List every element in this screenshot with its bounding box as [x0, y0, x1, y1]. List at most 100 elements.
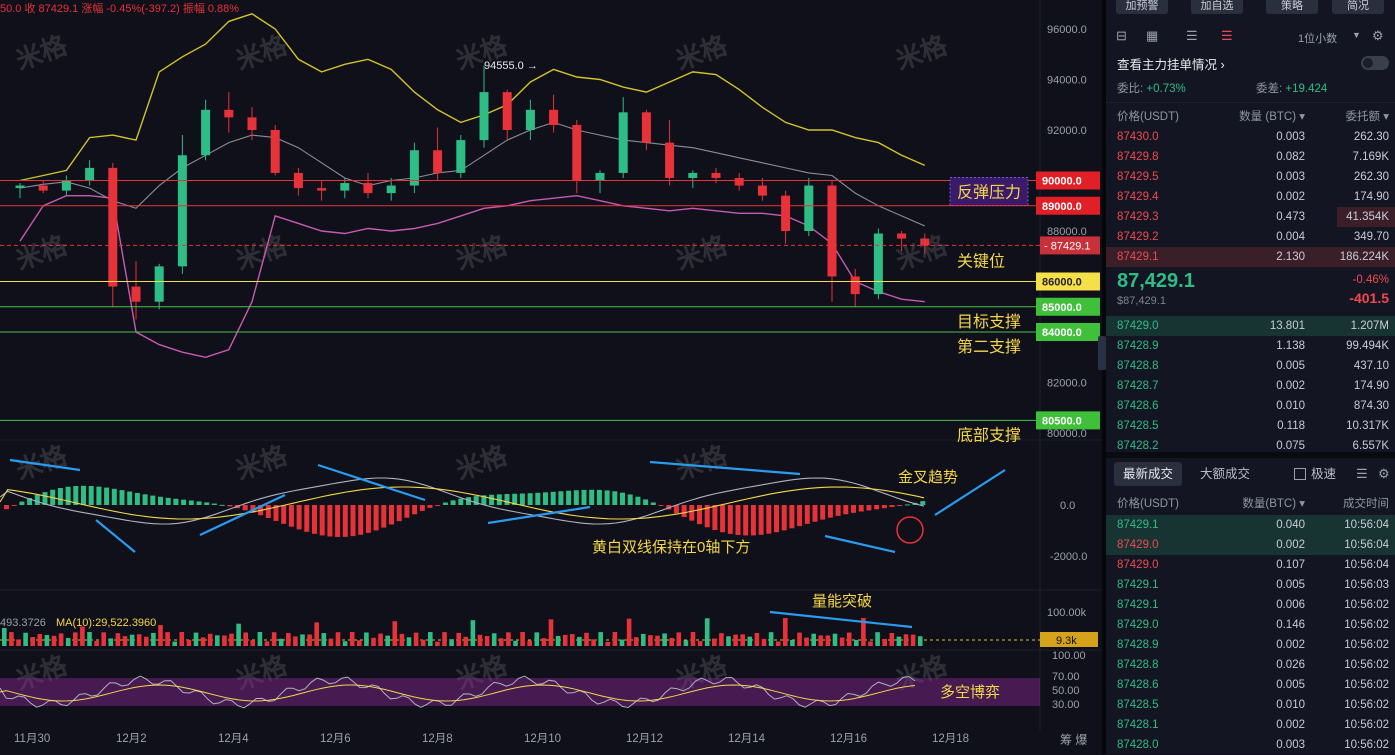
macd-hist-bar [173, 498, 179, 505]
list-icon[interactable]: ☰ [1356, 466, 1368, 481]
depth-bar [1106, 247, 1395, 267]
trade-row[interactable]: 87429.0 0.146 10:56:02 [1106, 615, 1395, 635]
fast-checkbox[interactable] [1294, 468, 1306, 480]
macd-hist-bar [581, 489, 587, 505]
macd-hist-bar [281, 505, 287, 524]
macd-hist-bar [504, 494, 510, 505]
rsi-tick-label: 50.00 [1052, 685, 1080, 697]
trade-row[interactable]: 87429.0 0.107 10:56:04 [1106, 555, 1395, 575]
x-tick-label: 12月4 [218, 733, 249, 745]
volume-bar [428, 632, 433, 646]
last-price-usd: $87,429.1 [1117, 295, 1166, 307]
gear-icon[interactable]: ⚙ [1378, 466, 1390, 481]
watermark-text: 米格 [672, 229, 732, 275]
bid-row[interactable]: 87428.9 1.138 99.494K [1106, 336, 1395, 356]
qty-cell: 0.003 [1276, 739, 1305, 751]
volume-bar [726, 636, 731, 646]
macd-hist-bar [250, 505, 256, 513]
trade-row[interactable]: 87428.6 0.005 10:56:02 [1106, 675, 1395, 695]
candle-body [201, 109, 211, 156]
precision-select[interactable]: 1位小数 [1298, 33, 1338, 45]
rsi-tick-label: 100.00 [1052, 650, 1086, 662]
macd-hist-bar [550, 491, 556, 505]
volume-bar [37, 634, 43, 646]
ask-row[interactable]: 87430.0 0.003 262.30 [1106, 127, 1395, 147]
ask-row[interactable]: 87429.4 0.002 174.90 [1106, 187, 1395, 207]
candle-body [827, 185, 837, 277]
strategy-button[interactable]: 策略 [1266, 0, 1318, 14]
chevron-down-icon[interactable]: ▼ [1352, 30, 1361, 40]
collapse-handle[interactable] [1098, 336, 1106, 370]
amount-cell: 41.354K [1346, 211, 1389, 223]
trade-row[interactable]: 87428.8 0.026 10:56:02 [1106, 655, 1395, 675]
ask-row[interactable]: 87429.1 2.130 186.224K [1106, 247, 1395, 267]
ask-row[interactable]: 87429.8 0.082 7.169K [1106, 147, 1395, 167]
layout-asks-icon[interactable]: ☰ [1186, 28, 1198, 43]
layout-book-icon[interactable]: ▦ [1146, 28, 1159, 43]
bid-row[interactable]: 87428.5 0.118 10.317K [1106, 416, 1395, 436]
corner-label: 筹 爆 [1060, 733, 1087, 747]
bid-row[interactable]: 87428.6 0.010 874.30 [1106, 396, 1395, 416]
qty-cell: 1.138 [1276, 340, 1305, 352]
trade-row[interactable]: 87428.0 0.003 10:56:02 [1106, 735, 1395, 755]
trade-row[interactable]: 87428.5 0.010 10:56:02 [1106, 695, 1395, 715]
overview-button[interactable]: 简况 [1332, 0, 1384, 14]
trade-row[interactable]: 87429.1 0.006 10:56:02 [1106, 595, 1395, 615]
macd-hist-bar [658, 505, 664, 506]
qty-cell: 0.002 [1276, 380, 1305, 392]
price-cell: 87428.8 [1117, 360, 1159, 372]
volume-bar [420, 639, 426, 646]
x-tick-label: 12月18 [932, 733, 969, 745]
bid-row[interactable]: 87428.7 0.002 174.90 [1106, 376, 1395, 396]
ask-row[interactable]: 87429.2 0.004 349.70 [1106, 227, 1395, 247]
macd-hist-bar [820, 505, 826, 520]
ask-row[interactable]: 87429.5 0.003 262.30 [1106, 167, 1395, 187]
layout-both-icon[interactable]: ⊟ [1116, 28, 1127, 43]
qty-cell: 0.002 [1276, 639, 1305, 651]
gear-icon[interactable]: ⚙ [1372, 28, 1384, 43]
main-orders-toggle[interactable] [1361, 56, 1389, 70]
trade-row[interactable]: 87429.0 0.002 10:56:04 [1106, 535, 1395, 555]
tab-large-trades[interactable]: 大额成交 [1200, 467, 1251, 481]
add-watchlist-button[interactable]: 加自选 [1191, 0, 1243, 14]
chart-area[interactable]: 米格 米格 米格 米格 米格 米格 米格 米格 米格 米格 米格 米格 米格 米格 米格 米格 米格 米格 米格 96… [0, 0, 1102, 754]
weibi-label: 委比: [1117, 83, 1144, 95]
col-amount-header[interactable]: 委托额 ▾ [1345, 111, 1389, 123]
trade-row[interactable]: 87428.1 0.002 10:56:02 [1106, 715, 1395, 735]
volume-bar [136, 634, 142, 646]
volume-bar [591, 639, 596, 646]
volume-bar [733, 634, 738, 646]
volume-bar [690, 632, 696, 646]
bid-row[interactable]: 87428.2 0.075 6.557K [1106, 436, 1395, 456]
qty-cell: 0.005 [1276, 679, 1305, 691]
layout-bids-icon[interactable]: ☰ [1221, 28, 1233, 43]
trade-qty-header[interactable]: 数量(BTC) ▾ [1242, 498, 1305, 510]
x-tick-label: 12月10 [524, 733, 561, 745]
ask-row[interactable]: 87429.3 0.473 41.354K [1106, 207, 1395, 227]
macd-hist-bar [881, 505, 887, 509]
macd-hist-bar [758, 505, 764, 535]
candle-body [804, 185, 814, 231]
volume-bar [832, 633, 838, 646]
add-alert-button[interactable]: 加预警 [1116, 0, 1168, 14]
price-cell: 87430.0 [1117, 131, 1159, 143]
macd-hist-bar [358, 505, 364, 535]
bid-row[interactable]: 87429.0 13.801 1.207M [1106, 316, 1395, 336]
level-badge [1036, 272, 1100, 291]
macd-hist-bar [242, 505, 248, 511]
trade-row[interactable]: 87429.1 0.005 10:56:03 [1106, 575, 1395, 595]
col-qty-header[interactable]: 数量 (BTC) ▾ [1239, 111, 1305, 123]
macd-hist-bar [11, 505, 17, 506]
volume-bar [200, 637, 206, 646]
tab-latest-trades[interactable]: 最新成交 [1114, 462, 1182, 486]
amount-cell: 874.30 [1353, 400, 1389, 412]
trade-row[interactable]: 87429.1 0.040 10:56:04 [1106, 515, 1395, 535]
candle-body [711, 172, 721, 178]
macd-hist-bar [512, 493, 518, 505]
bid-row[interactable]: 87428.8 0.005 437.10 [1106, 356, 1395, 376]
trade-row[interactable]: 87428.9 0.002 10:56:02 [1106, 635, 1395, 655]
volume-bar [392, 621, 398, 646]
main-orders-link[interactable]: 查看主力挂单情况 › [1117, 58, 1225, 72]
volume-bar [896, 636, 902, 646]
